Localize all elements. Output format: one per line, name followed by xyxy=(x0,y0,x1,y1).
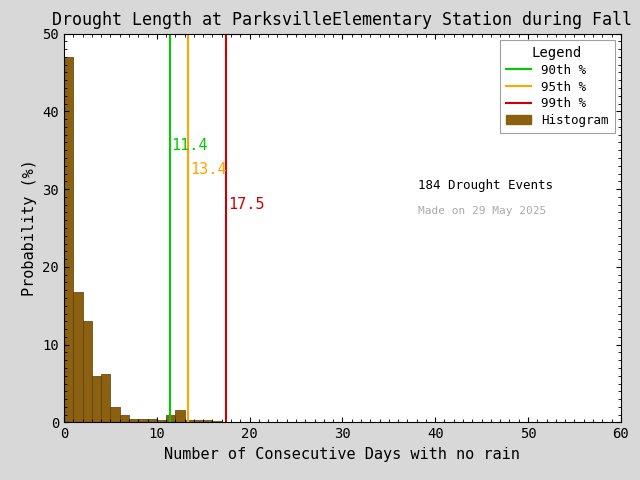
Text: 13.4: 13.4 xyxy=(190,162,227,177)
Bar xyxy=(120,415,129,422)
Bar xyxy=(101,374,111,422)
Bar xyxy=(212,421,222,422)
Bar xyxy=(157,420,166,422)
Legend: 90th %, 95th %, 99th %, Histogram: 90th %, 95th %, 99th %, Histogram xyxy=(500,40,614,133)
Bar xyxy=(73,292,83,422)
Bar xyxy=(83,321,92,422)
Text: 17.5: 17.5 xyxy=(228,196,265,212)
Bar xyxy=(166,415,175,422)
Text: 184 Drought Events: 184 Drought Events xyxy=(417,179,552,192)
Bar xyxy=(194,420,204,422)
Bar xyxy=(129,419,138,422)
Title: Drought Length at ParksvilleElementary Station during Fall: Drought Length at ParksvilleElementary S… xyxy=(52,11,632,29)
Text: Made on 29 May 2025: Made on 29 May 2025 xyxy=(417,206,546,216)
Text: 11.4: 11.4 xyxy=(172,138,208,153)
Bar xyxy=(64,57,73,422)
Bar xyxy=(138,419,148,422)
Bar xyxy=(204,420,212,422)
Bar xyxy=(222,421,231,422)
Bar xyxy=(147,419,157,422)
Bar xyxy=(111,407,120,422)
Bar xyxy=(231,421,241,422)
Bar xyxy=(92,376,101,422)
Bar xyxy=(175,410,184,422)
X-axis label: Number of Consecutive Days with no rain: Number of Consecutive Days with no rain xyxy=(164,447,520,462)
Bar xyxy=(184,420,194,422)
Y-axis label: Probability (%): Probability (%) xyxy=(22,159,37,297)
